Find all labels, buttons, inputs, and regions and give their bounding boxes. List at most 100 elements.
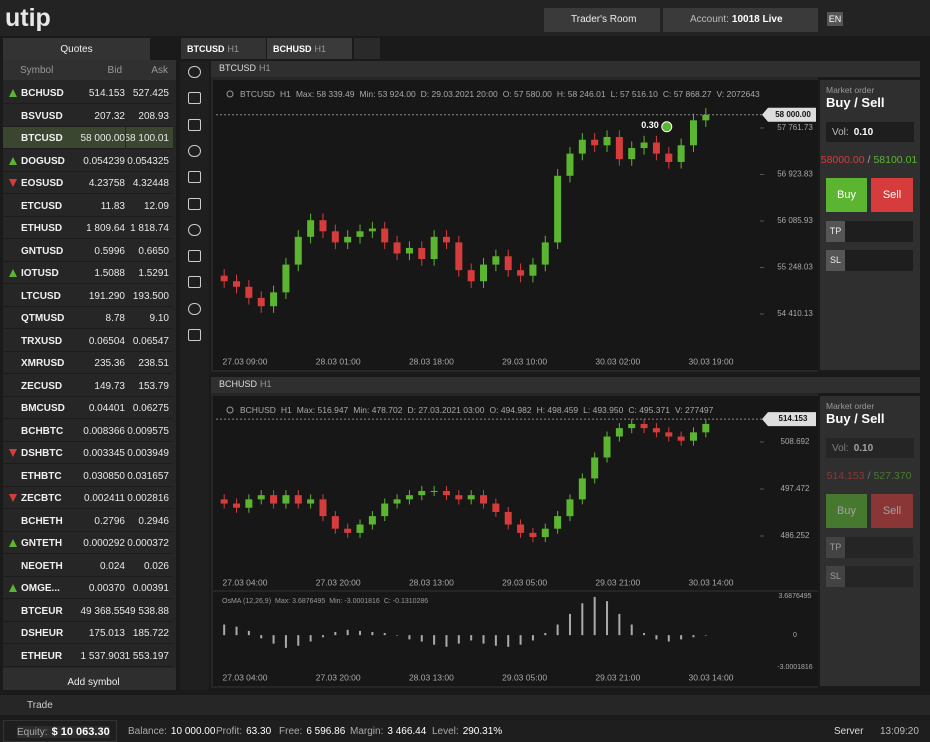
candle-body	[356, 231, 364, 237]
trend-up	[9, 584, 17, 592]
volume-box[interactable]: Vol: 0.10	[826, 438, 914, 458]
sell-button[interactable]: Sell	[871, 178, 913, 212]
candle-body	[220, 499, 228, 504]
oscillator-tick-label: 0	[793, 632, 797, 639]
quote-row[interactable]: BCHUSD 514.153 527.425	[3, 82, 173, 104]
status-value: 10 000.00	[170, 726, 216, 737]
candle-body	[319, 499, 327, 517]
quote-bid: 235.36	[94, 358, 125, 369]
trend-down	[9, 449, 17, 457]
account-label: Account:	[690, 14, 729, 25]
quote-bid: 0.000292	[83, 538, 125, 549]
quote-row[interactable]: IOTUSD 1.5088 1.5291	[3, 262, 173, 284]
quote-row[interactable]: DSHEUR 175.013 185.722	[3, 622, 173, 644]
y-tick-label: 54 410.13	[777, 309, 813, 318]
order-bid: 514.153	[826, 470, 865, 482]
quote-row[interactable]: ETHBTC 0.030850 0.031657	[3, 464, 173, 487]
account-button[interactable]: Account: 10018 Live	[663, 8, 818, 32]
quote-symbol: QTMUSD	[21, 313, 65, 324]
chart-tab[interactable]: BCHUSD H1	[267, 38, 352, 59]
candle-body	[504, 256, 512, 271]
quote-symbol: LTCUSD	[21, 290, 61, 302]
info-item: Max: 58 339.49	[296, 89, 355, 99]
language-button[interactable]: EN	[827, 12, 843, 26]
oscillator-bar	[334, 631, 337, 636]
new-tab-button[interactable]	[354, 38, 380, 59]
candle-body	[233, 503, 241, 508]
trade-bar	[0, 695, 930, 715]
quote-row[interactable]: BCHBTC 0.008366 0.009575	[3, 419, 173, 442]
quote-row[interactable]: GNTETH 0.000292 0.000372	[3, 532, 173, 554]
sell-button[interactable]: Sell	[871, 494, 913, 528]
plot-area	[213, 80, 818, 370]
tool-icon[interactable]	[188, 223, 201, 236]
traders-room-button[interactable]: Trader's Room	[544, 8, 660, 32]
candle-body	[480, 495, 488, 504]
quote-row[interactable]: ZECBTC 0.002411 0.002816	[3, 487, 173, 509]
quote-row[interactable]: BTCUSD 58 000.00 58 100.01	[3, 127, 173, 149]
candle-body	[307, 220, 315, 237]
info-item: BTCUSD	[240, 89, 275, 99]
y-tick-label: 497.472	[781, 484, 810, 493]
quote-row[interactable]: XMRUSD 235.36 238.51	[3, 352, 173, 374]
quote-ask: 49 538.88	[124, 605, 170, 617]
quote-row[interactable]: QTMUSD 8.78 9.10	[3, 307, 173, 329]
tp-button[interactable]: TP	[826, 537, 845, 558]
tool-icon[interactable]	[188, 197, 201, 210]
quote-row[interactable]: ETHEUR 1 537.903 1 553.197	[3, 644, 173, 667]
quote-row[interactable]: DOGUSD 0.054239 0.054325	[3, 149, 173, 172]
add-symbol-button[interactable]: Add symbol	[3, 668, 176, 690]
tool-icon[interactable]	[188, 118, 201, 131]
order-separator: /	[867, 154, 871, 166]
oscillator-bar	[272, 635, 275, 644]
info-item: H: 498.459	[537, 405, 579, 415]
quote-ask: 9.10	[149, 313, 169, 324]
tool-icon[interactable]	[188, 66, 201, 78]
quote-row[interactable]: ZECUSD 149.73 153.79	[3, 374, 173, 397]
quote-row[interactable]: ETHUSD 1 809.64 1 818.74	[3, 217, 173, 239]
quote-row[interactable]: BMCUSD 0.04401 0.06275	[3, 397, 173, 419]
order-prices: 514.153/527.370	[818, 470, 920, 482]
quote-row[interactable]: OMGE... 0.00370 0.00391	[3, 577, 173, 599]
chart-title-symbol: BCHUSD	[219, 379, 258, 389]
buy-button[interactable]: Buy	[826, 178, 867, 212]
quote-row[interactable]: ETCUSD 11.83 12.09	[3, 194, 173, 217]
quote-row[interactable]: NEOETH 0.024 0.026	[3, 554, 173, 577]
quote-row[interactable]: BCHETH 0.2796 0.2946	[3, 509, 173, 532]
info-item: L: 57 516.10	[611, 89, 659, 99]
quote-row[interactable]: DSHBTC 0.003345 0.003949	[3, 442, 173, 464]
quote-row[interactable]: BTCEUR 49 368.55 49 538.88	[3, 599, 173, 622]
quote-bid: 0.024	[99, 560, 125, 572]
tp-button[interactable]: TP	[826, 221, 845, 242]
oscillator-bar	[507, 635, 510, 647]
oscillator-bar	[704, 635, 707, 636]
chart-tab[interactable]: BTCUSD H1	[181, 38, 266, 59]
quote-symbol: BTCEUR	[21, 605, 63, 617]
candle-body	[381, 228, 389, 243]
tool-icon[interactable]	[188, 250, 201, 263]
tool-icon[interactable]	[188, 92, 201, 105]
quote-row[interactable]: GNTUSD 0.5996 0.6650	[3, 239, 173, 262]
quote-row[interactable]: EOSUSD 4.23758 4.32448	[3, 172, 173, 194]
sl-button[interactable]: SL	[826, 250, 845, 271]
quotes-tab[interactable]: Quotes	[3, 38, 150, 60]
order-panel: Market order Buy / Sell Vol: 0.10 514.153/52…	[820, 396, 920, 686]
sl-button[interactable]: SL	[826, 566, 845, 587]
status-value: 3 466.44	[387, 726, 427, 737]
oscillator-bar	[359, 630, 362, 636]
quote-row[interactable]: BSVUSD 207.32 208.93	[3, 104, 173, 127]
trade-tab[interactable]: Trade	[27, 700, 53, 711]
candle-body	[541, 242, 549, 265]
quote-bid: 49 368.55	[80, 605, 126, 617]
tool-icon[interactable]	[188, 171, 201, 184]
volume-box[interactable]: Vol: 0.10	[826, 122, 914, 142]
oscillator-bar	[606, 601, 609, 636]
tool-icon[interactable]	[188, 144, 201, 157]
tool-icon[interactable]	[188, 276, 201, 289]
tool-icon[interactable]	[188, 302, 201, 315]
x-tick-label: 28.03 01:00	[316, 356, 361, 366]
quote-row[interactable]: TRXUSD 0.06504 0.06547	[3, 329, 173, 352]
quote-row[interactable]: LTCUSD 191.290 193.500	[3, 284, 173, 307]
buy-button[interactable]: Buy	[826, 494, 867, 528]
tool-icon[interactable]	[188, 329, 201, 341]
